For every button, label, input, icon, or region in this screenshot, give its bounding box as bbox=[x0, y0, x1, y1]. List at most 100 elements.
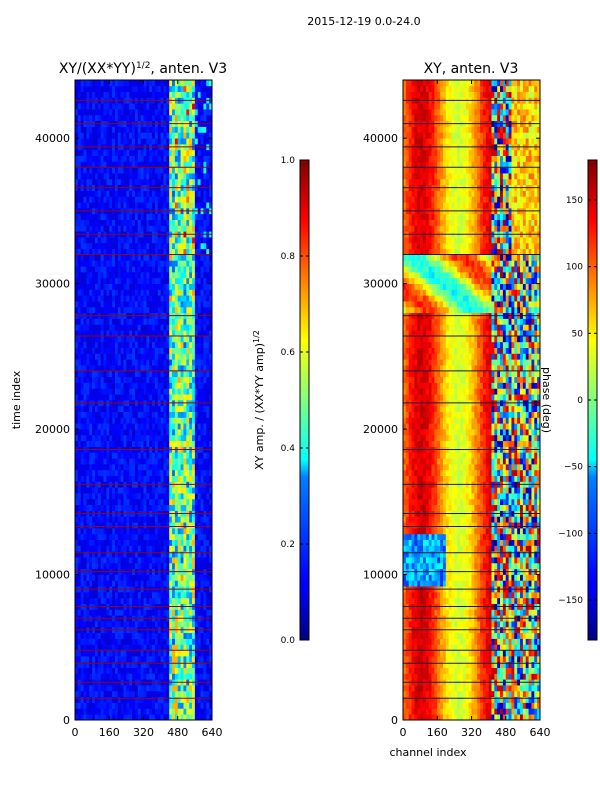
heatmap-cell bbox=[94, 382, 99, 389]
heatmap-cell bbox=[177, 667, 181, 674]
heatmap-cell bbox=[103, 283, 107, 290]
heatmap-cell bbox=[166, 370, 170, 378]
heatmap-cell bbox=[120, 272, 124, 279]
heatmap-cell bbox=[172, 638, 176, 645]
heatmap-cell bbox=[209, 237, 213, 244]
heatmap-cell bbox=[189, 359, 193, 366]
heatmap-cell bbox=[140, 702, 144, 709]
heatmap-cell bbox=[194, 301, 199, 308]
heatmap-cell bbox=[100, 551, 104, 558]
heatmap-cell bbox=[92, 266, 96, 273]
heatmap-cell bbox=[192, 673, 196, 680]
heatmap-cell bbox=[197, 301, 201, 308]
heatmap-cell bbox=[146, 609, 150, 616]
heatmap-cell bbox=[89, 714, 93, 721]
heatmap-cell bbox=[112, 132, 116, 139]
heatmap-cell bbox=[143, 370, 147, 378]
heatmap-cell bbox=[126, 341, 130, 348]
heatmap-cell bbox=[149, 324, 153, 331]
heatmap-cell bbox=[154, 644, 159, 651]
heatmap-cell bbox=[189, 487, 193, 494]
heatmap-cell bbox=[106, 656, 110, 663]
heatmap-cell bbox=[149, 667, 153, 674]
heatmap-cell bbox=[97, 469, 102, 476]
heatmap-cell bbox=[114, 673, 119, 680]
heatmap-cell bbox=[206, 696, 210, 703]
heatmap-cell bbox=[149, 597, 153, 604]
heatmap-cell bbox=[160, 411, 164, 418]
heatmap-cell bbox=[209, 690, 213, 698]
heatmap-cell bbox=[109, 621, 113, 628]
heatmap-cell bbox=[126, 545, 130, 552]
heatmap-cell bbox=[206, 673, 210, 680]
heatmap-cell bbox=[97, 592, 102, 599]
heatmap-cell bbox=[194, 365, 199, 372]
heatmap-cell bbox=[146, 190, 150, 197]
heatmap-cell bbox=[77, 504, 82, 511]
heatmap-cell bbox=[177, 702, 181, 709]
heatmap-cell bbox=[114, 632, 119, 639]
heatmap-cell bbox=[197, 504, 201, 511]
heatmap-cell bbox=[143, 458, 147, 465]
heatmap-cell bbox=[100, 650, 104, 657]
heatmap-cell bbox=[83, 429, 87, 436]
heatmap-cell bbox=[112, 475, 116, 482]
heatmap-cell bbox=[100, 440, 104, 447]
heatmap-cell bbox=[80, 248, 84, 255]
heatmap-cell bbox=[117, 353, 122, 360]
heatmap-cell bbox=[160, 621, 164, 628]
heatmap-cell bbox=[200, 272, 204, 279]
heatmap-cell bbox=[209, 452, 213, 459]
heatmap-cell bbox=[186, 365, 190, 372]
heatmap-cell bbox=[77, 254, 82, 261]
heatmap-cell bbox=[166, 690, 170, 698]
heatmap-cell bbox=[163, 702, 167, 709]
heatmap-cell bbox=[166, 341, 170, 348]
heatmap-cell bbox=[157, 562, 161, 570]
heatmap-cell bbox=[83, 295, 87, 302]
heatmap-cell bbox=[106, 301, 110, 308]
heatmap-cell bbox=[109, 417, 113, 424]
heatmap-cell bbox=[192, 498, 196, 506]
heatmap-cell bbox=[120, 405, 124, 412]
heatmap-cell bbox=[114, 266, 119, 273]
heatmap-cell bbox=[140, 423, 144, 430]
heatmap-cell bbox=[149, 370, 153, 378]
heatmap-cell bbox=[83, 702, 87, 709]
heatmap-cell bbox=[149, 353, 153, 360]
heatmap-cell bbox=[126, 685, 130, 692]
heatmap-cell bbox=[177, 464, 181, 471]
heatmap-cell bbox=[160, 213, 164, 220]
heatmap-cell bbox=[183, 202, 187, 209]
heatmap-cell bbox=[206, 411, 210, 418]
heatmap-cell bbox=[203, 254, 207, 261]
heatmap-cell bbox=[103, 411, 107, 418]
heatmap-cell bbox=[203, 219, 207, 226]
heatmap-cell bbox=[103, 475, 107, 482]
heatmap-cell bbox=[203, 161, 207, 168]
heatmap-cell bbox=[186, 661, 190, 668]
heatmap-cell bbox=[92, 667, 96, 674]
heatmap-cell bbox=[194, 347, 199, 354]
heatmap-cell bbox=[117, 673, 122, 680]
heatmap-cell bbox=[83, 149, 87, 156]
heatmap-cell bbox=[166, 324, 170, 331]
heatmap-cell bbox=[132, 359, 136, 366]
heatmap-cell bbox=[77, 661, 82, 668]
heatmap-cell bbox=[183, 708, 187, 715]
heatmap-cell bbox=[89, 487, 93, 494]
heatmap-cell bbox=[129, 592, 133, 599]
heatmap-cell bbox=[197, 260, 201, 267]
heatmap-cell bbox=[197, 132, 201, 139]
heatmap-cell bbox=[92, 539, 96, 546]
heatmap-cell bbox=[134, 440, 139, 447]
heatmap-cell bbox=[166, 429, 170, 436]
heatmap-cell bbox=[140, 126, 144, 133]
heatmap-cell bbox=[120, 493, 124, 500]
heatmap-cell bbox=[132, 702, 136, 709]
heatmap-cell bbox=[120, 632, 124, 639]
heatmap-cell bbox=[169, 242, 173, 250]
heatmap-cell bbox=[109, 341, 113, 348]
heatmap-cell bbox=[94, 487, 99, 494]
heatmap-cell bbox=[186, 557, 190, 564]
